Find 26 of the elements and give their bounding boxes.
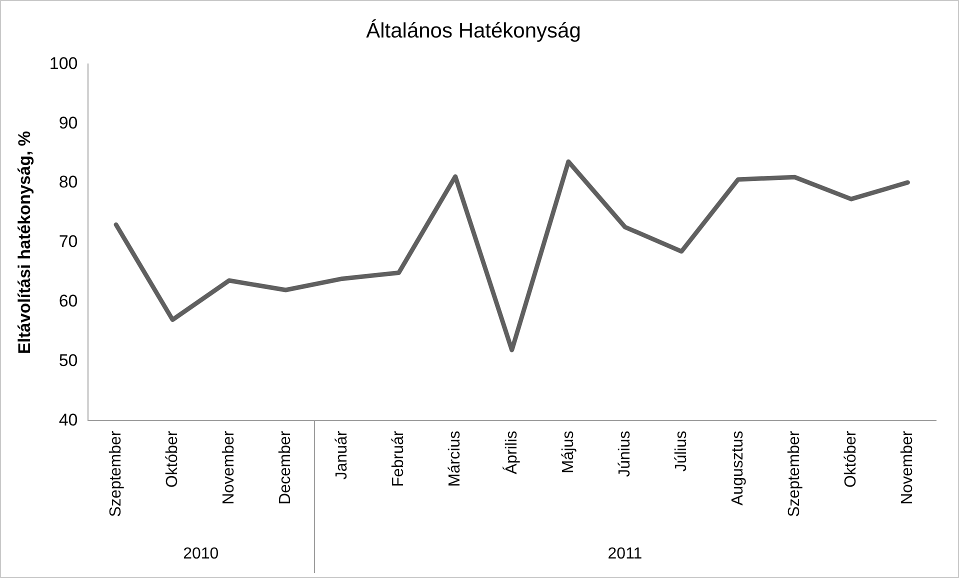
x-tick-label: Február [390,430,408,487]
x-tick-label: Május [560,430,577,474]
x-tick-label: Szeptember [786,430,804,517]
x-tick-label: Október [164,430,181,488]
text: 2011 [608,545,642,562]
x-tick-label: Október [842,430,860,488]
y-tick-label: 50 [58,351,78,370]
chart-title: Általános Hatékonyság [366,18,581,42]
x-tick-label: Március [446,430,464,487]
x-tick-label: November [899,430,916,505]
x-tick-label: Július [672,430,690,472]
y-tick-label: 60 [58,292,78,311]
x-tick-label: Augusztus [729,430,746,506]
x-tick-label: December [277,430,294,505]
y-tick-label: 80 [58,172,78,192]
x-tick-label: Június [616,430,634,477]
y-tick-label: 90 [58,113,78,132]
x-tick-label: Április [502,430,520,474]
y-tick-label: 40 [58,410,78,430]
x-tick-label: Szeptember [107,430,124,517]
x-tick-label: November [220,430,238,505]
x-tick-label: Január [334,430,351,480]
y-tick-label: 100 [49,54,78,73]
y-axis-title: Eltávolítási hatékonyság, % [14,130,34,354]
text: 2010 [183,545,219,562]
y-tick-label: 70 [58,232,78,252]
